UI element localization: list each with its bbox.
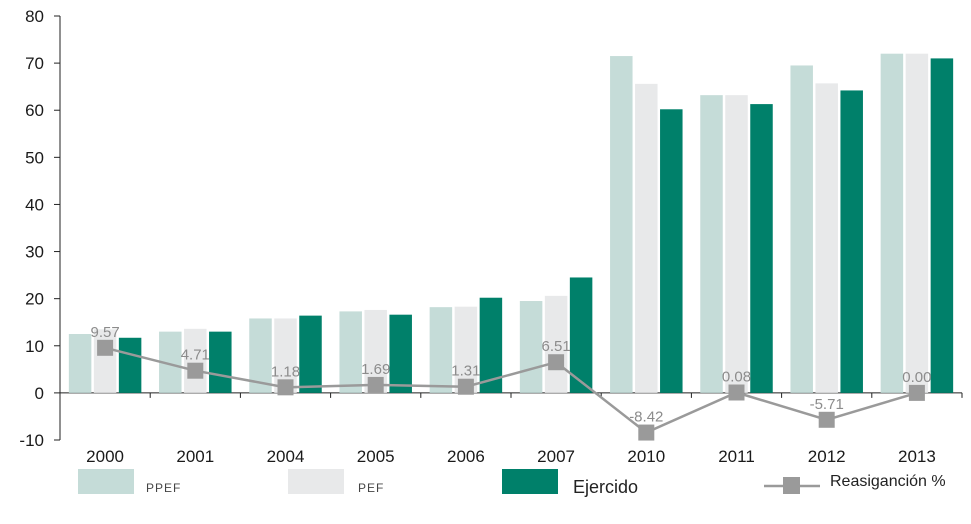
- bar-ppef-2004: [249, 318, 272, 393]
- bar-pef-2011: [725, 95, 748, 393]
- legend-label-ppef: PPEF: [146, 481, 181, 495]
- bar-ejercido-2013: [930, 58, 954, 393]
- bar-pef-2013: [905, 53, 929, 393]
- reasignacion-data-label: 0.00: [902, 369, 931, 386]
- x-tick-label: 2004: [267, 447, 305, 466]
- reasignacion-marker: [818, 411, 835, 428]
- reasignacion-marker: [187, 362, 204, 379]
- y-tick-label: 70: [25, 54, 44, 73]
- legend-label-pef: PEF: [358, 481, 384, 495]
- y-tick-label: 60: [25, 101, 44, 120]
- reasignacion-data-label: 0.08: [722, 369, 751, 386]
- reasignacion-marker: [728, 384, 745, 401]
- bar-ejercido-2007: [569, 277, 593, 393]
- x-tick-label: 2006: [447, 447, 485, 466]
- bar-ppef-2012: [790, 65, 813, 393]
- y-axis: -10 0 10 20 30 40 50 60 70 80: [19, 7, 61, 450]
- bar-ejercido-2000: [118, 337, 142, 393]
- bars: [68, 53, 954, 393]
- legend-swatch-ppef: [78, 469, 134, 494]
- reasignacion-data-label: -8.42: [629, 409, 663, 426]
- x-tick-label: 2000: [86, 447, 124, 466]
- bar-ejercido-2006: [479, 297, 503, 393]
- bar-pef-2012: [815, 83, 838, 393]
- bar-ppef-2001: [159, 331, 182, 393]
- bar-ppef-2000: [68, 334, 92, 393]
- bar-pef-2010: [635, 83, 658, 393]
- reasignacion-data-label: 6.51: [541, 338, 570, 355]
- legend-label-ejercido: Ejercido: [573, 477, 638, 497]
- reasignacion-marker: [457, 378, 474, 395]
- y-tick-label: 10: [25, 337, 44, 356]
- reasignacion-marker: [638, 424, 655, 441]
- bar-ppef-2005: [339, 311, 362, 393]
- x-tick-label: 2010: [627, 447, 665, 466]
- bar-ejercido-2011: [750, 104, 773, 393]
- reasignacion-data-label: 9.57: [90, 324, 119, 341]
- bar-ejercido-2012: [840, 90, 863, 393]
- bar-ppef-2013: [880, 53, 904, 393]
- reasignacion-marker: [367, 376, 384, 393]
- y-tick-label: 30: [25, 243, 44, 262]
- bar-ppef-2007: [519, 301, 543, 393]
- bar-ppef-2011: [700, 95, 723, 393]
- legend-marker-reasignacion: [783, 477, 800, 494]
- y-tick-label: 50: [25, 148, 44, 167]
- y-tick-label: 0: [35, 384, 44, 403]
- reasignacion-data-label: 1.18: [271, 363, 300, 380]
- data-labels: 9.57 4.71 1.18 1.69 1.31 6.51 -8.42 0.08 -5.71 0.…: [90, 324, 931, 426]
- reasignacion-data-label: 1.69: [361, 361, 390, 378]
- bar-ejercido-2010: [660, 109, 683, 393]
- reasignacion-data-label: 1.31: [451, 363, 480, 380]
- x-tick-label: 2012: [808, 447, 846, 466]
- reasignacion-marker: [908, 384, 925, 401]
- bar-ejercido-2004: [299, 315, 322, 393]
- legend-swatch-ejercido: [502, 469, 558, 494]
- y-tick-label: 40: [25, 195, 44, 214]
- x-tick-label: 2007: [537, 447, 575, 466]
- y-tick-label: 20: [25, 290, 44, 309]
- bar-ejercido-2005: [389, 314, 412, 393]
- bar-ppef-2006: [429, 307, 453, 393]
- y-tick-label: -10: [19, 431, 44, 450]
- reasignacion-line: [97, 339, 925, 441]
- bar-pef-2005: [364, 309, 387, 393]
- reasignacion-marker: [277, 379, 294, 396]
- reasignacion-data-label: -5.71: [810, 396, 844, 413]
- x-tick-label: 2011: [718, 447, 755, 466]
- reasignacion-marker: [97, 339, 114, 356]
- bar-ejercido-2001: [209, 331, 232, 393]
- x-tick-label: 2013: [898, 447, 936, 466]
- y-tick-label: 80: [25, 7, 44, 26]
- legend: PPEF PEF Ejercido Reasiganción %: [78, 469, 946, 497]
- reasignacion-data-label: 4.71: [181, 347, 210, 364]
- reasignacion-polyline: [104, 346, 918, 435]
- legend-label-reasignacion: Reasiganción %: [830, 473, 946, 490]
- x-tick-label: 2005: [357, 447, 395, 466]
- legend-swatch-pef: [288, 469, 344, 494]
- reasignacion-marker: [548, 354, 565, 371]
- bar-pef-2006: [454, 306, 478, 393]
- bar-ppef-2010: [610, 56, 633, 393]
- bar-pef-2004: [274, 318, 297, 393]
- x-tick-label: 2001: [176, 447, 214, 466]
